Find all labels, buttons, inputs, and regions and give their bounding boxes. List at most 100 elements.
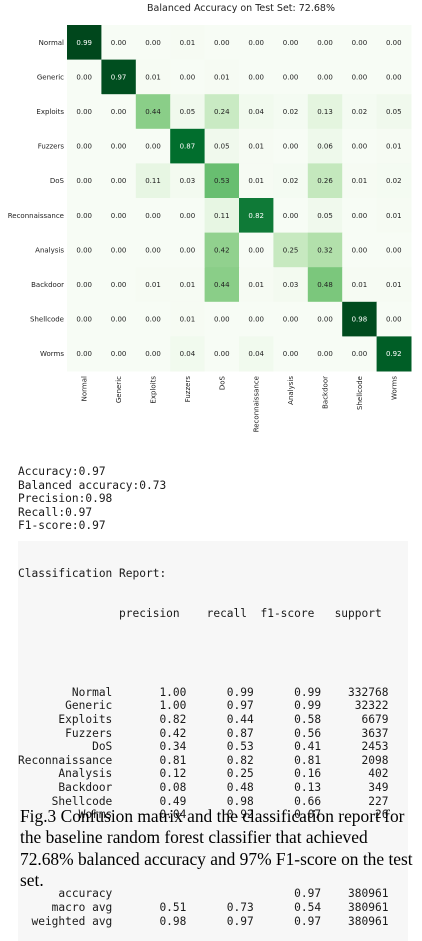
report-class-row: Shellcode 0.49 0.98 0.66 227 bbox=[18, 794, 389, 808]
heatmap-cell-label: 0.01 bbox=[180, 281, 196, 289]
heatmap-cell bbox=[273, 232, 309, 268]
heatmap-cell bbox=[239, 301, 274, 337]
heatmap-cell-label: 0.04 bbox=[248, 108, 264, 116]
heatmap-cell bbox=[135, 94, 171, 130]
heatmap-cell-label: 0.01 bbox=[386, 212, 402, 220]
heatmap-cell-label: 0.00 bbox=[111, 177, 127, 185]
heatmap-cell-label: 0.26 bbox=[317, 177, 333, 185]
heatmap-cell bbox=[376, 25, 412, 61]
heatmap-cell bbox=[67, 25, 102, 61]
heatmap-cell-label: 0.24 bbox=[214, 108, 230, 116]
heatmap-cell-label: 0.00 bbox=[386, 316, 402, 324]
heatmap-cell-label: 0.00 bbox=[180, 246, 196, 254]
report-summary-rows: accuracy 0.97 380961 macro avg 0.51 0.73… bbox=[18, 887, 408, 928]
heatmap-cell-label: 0.92 bbox=[386, 350, 402, 358]
row-tick-label: Reconnaissance bbox=[8, 212, 64, 220]
heatmap-cell-label: 0.82 bbox=[248, 212, 264, 220]
heatmap-cell bbox=[204, 267, 240, 303]
heatmap-cell bbox=[101, 59, 137, 95]
heatmap-cell bbox=[342, 25, 378, 61]
heatmap-cell-label: 0.00 bbox=[76, 350, 92, 358]
heatmap-cell-label: 0.01 bbox=[386, 281, 402, 289]
heatmap-cells: 0.99 0.00 0.00 0.01 0.00 0.00 0.00 0.00 0.00 0.00… bbox=[67, 25, 412, 372]
report-class-row: Normal 1.00 0.99 0.99 332768 bbox=[18, 685, 389, 699]
heatmap-cell-label: 0.01 bbox=[248, 177, 264, 185]
heatmap-cell bbox=[307, 163, 343, 199]
heatmap-cell-label: 0.00 bbox=[283, 73, 299, 81]
heatmap-cell-label: 0.01 bbox=[180, 316, 196, 324]
heatmap-cell-label: 0.00 bbox=[352, 246, 368, 254]
confusion-matrix-chart: Balanced Accuracy on Test Set: 72.68% 0.… bbox=[8, 3, 412, 432]
heatmap-cell bbox=[239, 336, 274, 372]
row-tick-label: Fuzzers bbox=[38, 143, 65, 151]
heatmap-cell-label: 0.00 bbox=[386, 73, 402, 81]
heatmap-cell bbox=[67, 267, 102, 303]
heatmap-cell-label: 0.02 bbox=[386, 177, 402, 185]
row-tick-label: Backdoor bbox=[31, 281, 64, 289]
heatmap-cell-label: 0.01 bbox=[180, 39, 196, 47]
heatmap-cell-label: 0.00 bbox=[283, 143, 299, 151]
heatmap-cell bbox=[204, 128, 240, 164]
heatmap-cell bbox=[135, 198, 171, 234]
report-class-row: Exploits 0.82 0.44 0.58 6679 bbox=[18, 712, 389, 726]
report-class-row: Analysis 0.12 0.25 0.16 402 bbox=[18, 767, 389, 781]
heatmap-cell bbox=[135, 336, 171, 372]
heatmap-cell-label: 0.00 bbox=[180, 212, 196, 220]
heatmap-cell-label: 0.00 bbox=[111, 143, 127, 151]
heatmap-cell-label: 0.32 bbox=[317, 246, 333, 254]
heatmap-cell-label: 0.00 bbox=[111, 281, 127, 289]
heatmap-cell bbox=[273, 94, 309, 130]
heatmap-cell bbox=[342, 198, 378, 234]
heatmap-cell-label: 0.00 bbox=[145, 246, 161, 254]
heatmap-cell bbox=[239, 232, 274, 268]
heatmap-cell-label: 0.44 bbox=[145, 108, 161, 116]
heatmap-cell-label: 0.01 bbox=[352, 281, 368, 289]
heatmap-cell bbox=[307, 301, 343, 337]
metric-line: Accuracy:0.97 bbox=[18, 465, 106, 478]
heatmap-cell-label: 0.00 bbox=[180, 73, 196, 81]
heatmap-cell-label: 0.00 bbox=[76, 316, 92, 324]
row-tick-label: Normal bbox=[39, 39, 64, 47]
heatmap-cell-label: 0.00 bbox=[317, 39, 333, 47]
heatmap-cell bbox=[376, 94, 412, 130]
report-summary-row: weighted avg 0.98 0.97 0.97 380961 bbox=[18, 914, 389, 928]
heatmap-cell bbox=[135, 59, 171, 95]
heatmap-cell-label: 0.00 bbox=[145, 350, 161, 358]
col-tick-label: Shellcode bbox=[356, 376, 364, 410]
heatmap-cell-label: 0.05 bbox=[214, 143, 230, 151]
report-class-rows: Normal 1.00 0.99 0.99 332768 Generic 1.0… bbox=[18, 686, 408, 822]
heatmap-cell-label: 0.00 bbox=[214, 316, 230, 324]
heatmap-cell bbox=[204, 94, 240, 130]
heatmap-cell bbox=[204, 232, 240, 268]
heatmap-cell-label: 0.11 bbox=[214, 212, 230, 220]
heatmap-cell bbox=[307, 128, 343, 164]
col-tick-label: Exploits bbox=[150, 376, 158, 404]
heatmap-cell-label: 0.00 bbox=[283, 212, 299, 220]
heatmap-cell-label: 0.87 bbox=[180, 143, 196, 151]
heatmap-cell-label: 0.00 bbox=[248, 73, 264, 81]
heatmap-cell bbox=[342, 336, 378, 372]
heatmap-cell bbox=[67, 232, 102, 268]
heatmap-cell bbox=[342, 267, 378, 303]
heatmap-cell-label: 0.00 bbox=[145, 316, 161, 324]
metrics-summary: Accuracy:0.97 Balanced accuracy:0.73 Preci… bbox=[18, 465, 408, 533]
metric-line: Balanced accuracy:0.73 bbox=[18, 478, 167, 492]
heatmap-cell-label: 0.00 bbox=[386, 39, 402, 47]
heatmap-cell bbox=[135, 267, 171, 303]
heatmap-cell-label: 0.00 bbox=[111, 108, 127, 116]
heatmap-cell-label: 0.42 bbox=[214, 246, 230, 254]
heatmap-cell bbox=[101, 301, 137, 337]
heatmap-cell-label: 0.00 bbox=[145, 212, 161, 220]
row-tick-label: Worms bbox=[40, 350, 64, 358]
heatmap-cell bbox=[342, 59, 378, 95]
row-tick-label: DoS bbox=[50, 177, 65, 185]
heatmap-cell-label: 0.00 bbox=[283, 39, 299, 47]
heatmap-cell bbox=[135, 232, 171, 268]
heatmap-cell bbox=[273, 198, 309, 234]
heatmap-cell-label: 0.25 bbox=[283, 246, 299, 254]
row-tick-label: Shellcode bbox=[30, 316, 64, 324]
heatmap-cell bbox=[204, 25, 240, 61]
heatmap-cell-label: 0.01 bbox=[352, 177, 368, 185]
report-class-row: Generic 1.00 0.97 0.99 32322 bbox=[18, 699, 389, 713]
heatmap-cell-label: 0.02 bbox=[352, 108, 368, 116]
